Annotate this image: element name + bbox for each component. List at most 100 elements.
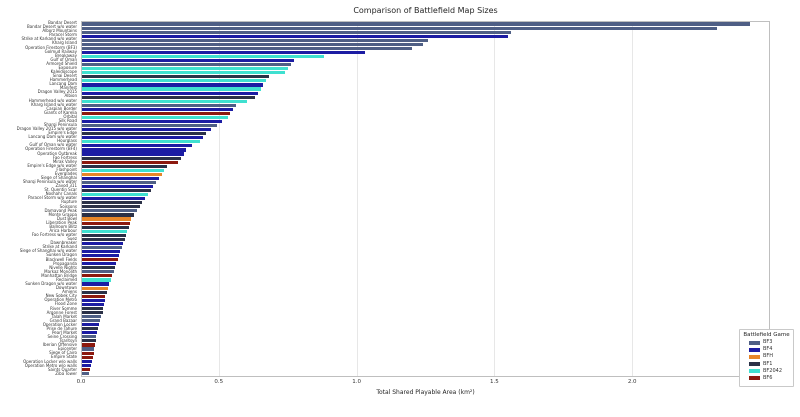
bar [82, 180, 157, 185]
bar [82, 286, 109, 290]
bar-row [82, 136, 769, 140]
y-tick-label: Armored Shield [46, 60, 77, 66]
x-axis: 0.00.51.01.52.02.5 [77, 378, 775, 386]
bar-row [82, 180, 769, 185]
bar-row [82, 327, 769, 331]
bar [82, 241, 124, 245]
bar [82, 347, 95, 351]
legend-swatch [749, 376, 760, 381]
bar [82, 274, 113, 278]
bar [82, 306, 104, 310]
y-tick-label: Flood Zone [54, 301, 77, 307]
bar [82, 254, 120, 258]
bar [82, 229, 128, 233]
bar-row [82, 237, 769, 241]
bar [82, 111, 231, 115]
bar-row [82, 319, 769, 323]
bar-row [82, 42, 769, 46]
bar [82, 63, 291, 67]
bar-row [82, 367, 769, 371]
bar-row [82, 38, 769, 42]
y-tick-label: Argonne Forest [46, 309, 77, 315]
y-tick-label: Kharg Island [52, 40, 77, 46]
y-tick-label: Flashpoint [56, 166, 77, 172]
bar-row [82, 59, 769, 63]
bar-row [82, 156, 769, 160]
y-tick-label: Exposure [58, 64, 77, 70]
bar [82, 156, 181, 160]
y-tick-label: Kharg Island w/o water [31, 101, 77, 107]
y-tick-label: Operation Metro [44, 297, 77, 303]
bar-row [82, 290, 769, 294]
bar-row [82, 245, 769, 250]
bar-row [82, 22, 769, 26]
y-axis-labels: Bandar Desert Bandar Desert w/o water Albo… [0, 21, 79, 377]
y-tick-label: Orbital [63, 113, 77, 119]
bar [82, 164, 168, 168]
bar-row [82, 298, 769, 302]
bar-row [82, 30, 769, 34]
legend-label: BF1 [763, 360, 773, 367]
y-tick-label: Suez [67, 236, 77, 242]
y-tick-label: Propaganda [53, 260, 77, 266]
y-tick-label: Bandar Desert [48, 20, 77, 26]
y-tick-label: Blackwell Fields [45, 256, 77, 262]
y-tick-label: Operation Firestorm (BF4) [25, 146, 77, 152]
y-tick-label: Albion [64, 93, 77, 99]
legend-items: BF3 BF4 BFH BF1 BF2042 BF6 [743, 340, 790, 381]
legend-item: BF1 [749, 360, 790, 367]
y-tick-label: Gulf of Oman w/o water [29, 142, 77, 148]
bar-row [82, 83, 769, 87]
y-tick-label: New Sobek City [45, 293, 77, 299]
bar-row [82, 229, 769, 233]
plot-area [81, 21, 770, 377]
bar-row [82, 306, 769, 310]
bar [82, 193, 148, 197]
bar-row [82, 168, 769, 172]
y-tick-label: Noshahr Canals [45, 191, 77, 197]
bar-row [82, 103, 769, 107]
bar [82, 75, 269, 79]
y-tick-label: Siege of Cairo [49, 350, 77, 356]
bar-row [82, 347, 769, 351]
y-tick-label: Amiens [62, 289, 77, 295]
bar [82, 71, 286, 75]
y-tick-label: Rupture [61, 199, 77, 205]
bar-row [82, 323, 769, 327]
bar-row [82, 160, 769, 164]
bar-row [82, 249, 769, 254]
y-tick-label: Dragon Valley 2015 w/o water [16, 126, 77, 132]
bar [82, 46, 412, 50]
bar-row [82, 217, 769, 221]
bar [82, 367, 90, 371]
x-tick-label: 0.5 [214, 379, 224, 385]
legend-label: BF6 [763, 374, 773, 381]
bar-row [82, 132, 769, 136]
bar [82, 205, 140, 209]
bar [82, 294, 106, 298]
bar [82, 99, 247, 103]
bar-row [82, 144, 769, 148]
bar-row [82, 119, 769, 124]
bar [82, 339, 96, 343]
bar-row [82, 176, 769, 180]
gridline [356, 22, 358, 376]
y-tick-label: Soissons [59, 203, 77, 209]
y-tick-label: Sunken Dragon [46, 252, 77, 258]
bar [82, 124, 217, 128]
bar-row [82, 124, 769, 128]
bar [82, 83, 264, 87]
bar-row [82, 331, 769, 335]
legend-label: BF4 [763, 346, 773, 353]
bar [82, 237, 125, 241]
bar-row [82, 67, 769, 71]
y-tick-label: Dragon Valley 2015 [37, 89, 77, 95]
bar [82, 217, 132, 221]
bar-row [82, 343, 769, 347]
bar [82, 67, 289, 71]
bar-row [82, 189, 769, 193]
y-tick-label: Strike at Karkand [42, 244, 77, 250]
x-tick-label: 1.5 [490, 379, 499, 385]
y-tick-label: Operation Metro w/o walls [24, 362, 77, 368]
y-tick-label: Sharqi Peninsula [43, 121, 77, 127]
